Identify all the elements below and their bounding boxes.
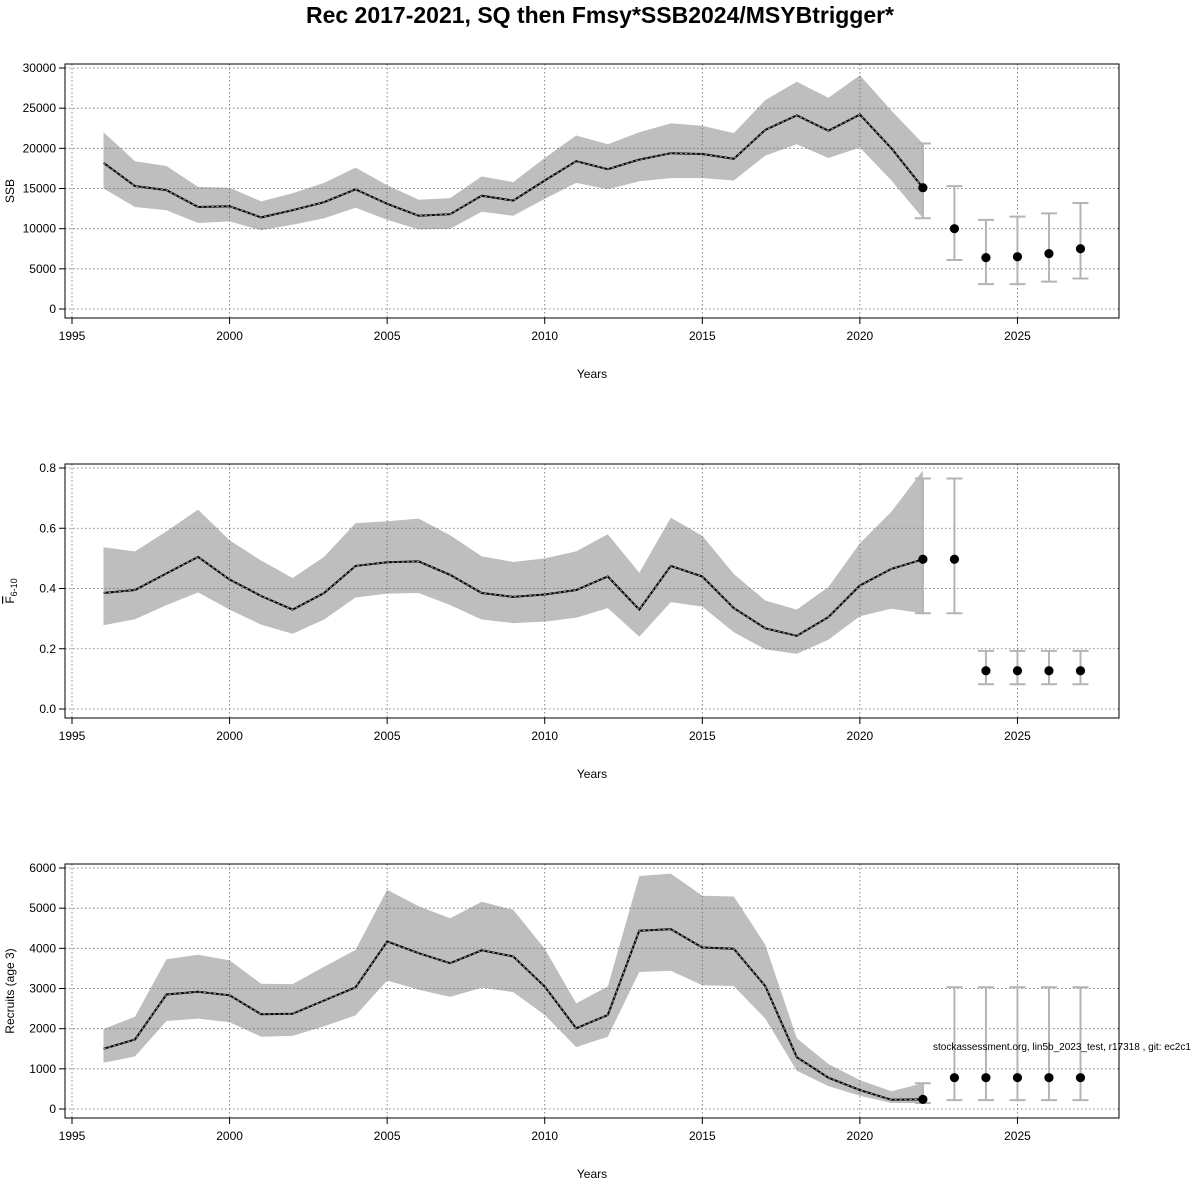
y-axis-label: Recruits (age 3) [3, 948, 17, 1033]
estimate-line [103, 555, 924, 637]
y-tick-label: 30000 [23, 61, 57, 75]
confidence-band [103, 75, 923, 231]
projection-point [918, 183, 928, 193]
y-axis-label: SSB [3, 179, 17, 203]
chart-title: Rec 2017-2021, SQ then Fmsy*SSB2024/MSYB… [305, 2, 895, 28]
x-tick-label: 1995 [59, 1129, 86, 1143]
projection-point [1044, 1073, 1054, 1083]
projection-point [1044, 666, 1054, 676]
y-tick-label: 15000 [23, 182, 57, 196]
estimate-line-dash [103, 113, 924, 218]
y-tick-label: 20000 [23, 141, 57, 155]
x-tick-label: 1995 [59, 329, 86, 343]
x-tick-label: 2015 [689, 329, 716, 343]
y-tick-label: 10000 [23, 222, 57, 236]
projection-point [1012, 1073, 1023, 1083]
panel-recruits: 1995 2000 2005 2010 2015 2020 2025 0 1000 2000 300… [3, 861, 1120, 1181]
projection-point [949, 1073, 960, 1083]
footnote-text: stockassessment.org, lin5b_2023_test, r1… [933, 1042, 1191, 1053]
y-axis-label: F6-10 [3, 578, 19, 603]
x-tick-label: 2025 [1004, 329, 1031, 343]
y-tick-label: 5000 [29, 901, 56, 915]
panel-ssb: 1995 2000 2005 2010 2015 2020 2025 0 5000 10000 15… [3, 61, 1120, 381]
panel-fbar: 1995 2000 2005 2010 2015 2020 2025 0.0 0.2 0.4 0.6… [3, 461, 1120, 781]
x-tick-label: 2005 [374, 329, 401, 343]
y-tick-label: 2000 [29, 1022, 56, 1036]
x-tick-label: 2015 [689, 729, 716, 743]
x-tick-label: 2005 [374, 1129, 401, 1143]
projection-point [1075, 244, 1086, 254]
projection-point [1044, 248, 1054, 259]
confidence-band [103, 470, 923, 654]
y-tick-label: 1000 [29, 1062, 56, 1076]
x-tick-label: 2010 [531, 1129, 558, 1143]
x-tick-label: 2025 [1004, 729, 1031, 743]
y-tick-label: 25000 [23, 101, 57, 115]
projection-point [949, 224, 960, 234]
projection-point [1012, 666, 1023, 676]
projection-point [1075, 666, 1086, 676]
projection-point [981, 666, 991, 676]
projection-point [1012, 252, 1023, 262]
y-tick-label: 0 [49, 1102, 56, 1116]
projection-point [949, 554, 960, 564]
y-tick-label: 5000 [29, 262, 56, 276]
x-axis-label: Years [577, 767, 607, 781]
x-axis-label: Years [577, 367, 607, 381]
x-tick-label: 2010 [531, 729, 558, 743]
plot-frame [64, 63, 1120, 319]
y-tick-label: 3000 [29, 982, 56, 996]
y-tick-label: 0.4 [39, 582, 56, 596]
y-tick-label: 4000 [29, 941, 56, 955]
y-tick-label: 0.8 [39, 461, 56, 475]
x-tick-label: 2020 [847, 1129, 874, 1143]
projection-point [981, 252, 991, 263]
plot-frame [64, 863, 1120, 1119]
x-tick-label: 2000 [216, 1129, 243, 1143]
x-axis-label: Years [577, 1167, 607, 1181]
x-tick-label: 2000 [216, 729, 243, 743]
y-tick-label: 0.6 [39, 521, 56, 535]
plot-frame [64, 463, 1120, 719]
y-tick-label: 0.2 [39, 642, 56, 656]
y-tick-label: 6000 [29, 861, 56, 875]
estimate-line-dash [103, 928, 923, 1101]
projection-point [1075, 1073, 1086, 1083]
x-tick-label: 1995 [59, 729, 86, 743]
projection-point [981, 1073, 991, 1083]
x-tick-label: 2010 [531, 329, 558, 343]
projection-point [918, 1094, 928, 1104]
y-tick-label: 0.0 [39, 702, 56, 716]
x-tick-label: 2000 [216, 329, 243, 343]
x-tick-label: 2020 [847, 729, 874, 743]
x-tick-label: 2015 [689, 1129, 716, 1143]
x-tick-label: 2025 [1004, 1129, 1031, 1143]
x-tick-label: 2020 [847, 329, 874, 343]
y-tick-label: 0 [49, 302, 56, 316]
x-tick-label: 2005 [374, 729, 401, 743]
projection-point [918, 554, 928, 564]
